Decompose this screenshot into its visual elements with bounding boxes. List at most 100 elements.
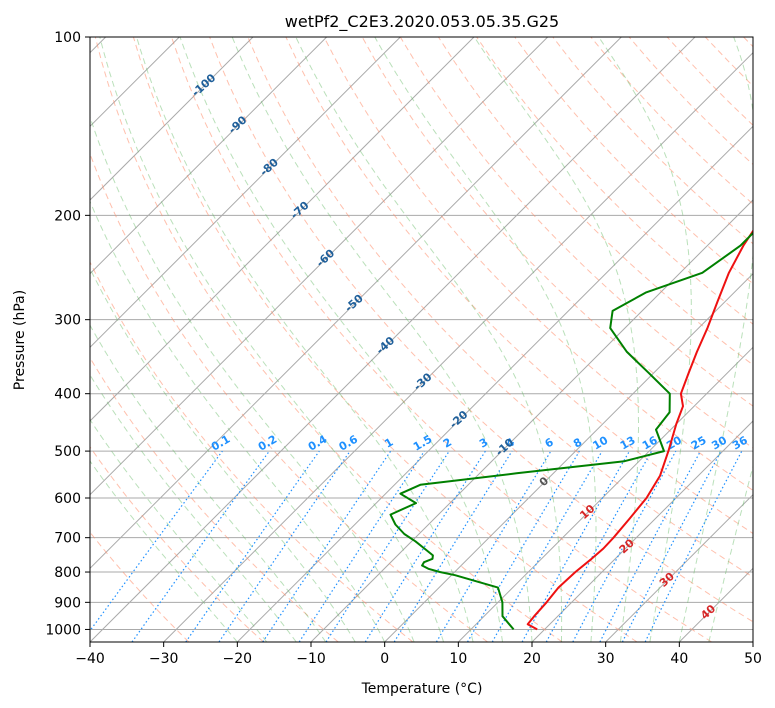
- dry-adiabat: [209, 37, 753, 623]
- isotherm-line: [678, 567, 753, 642]
- x-tick-label: 20: [523, 651, 541, 667]
- isotherm-label: -80: [257, 156, 281, 179]
- isotherm-label: 40: [698, 602, 718, 622]
- mixing-ratio-label: 0.2: [256, 433, 279, 454]
- y-axis-ticks: 100 200 300 400 500 600 700 800 900 1000: [45, 30, 90, 638]
- isotherm-label: -90: [226, 113, 250, 136]
- dry-adiabat: [132, 37, 638, 642]
- isotherm-line: [163, 51, 753, 642]
- moist-adiabat: [473, 37, 639, 642]
- dry-adiabat: [666, 37, 753, 126]
- moist-adiabat: [90, 418, 268, 642]
- isotherm-line: [90, 37, 622, 570]
- dry-adiabat: [90, 356, 339, 642]
- isotherm-line: [457, 346, 753, 642]
- y-tick-label: 1000: [45, 622, 81, 638]
- isotherm-label: -30: [411, 370, 435, 393]
- chart-title: wetPf2_C2E3.2020.053.05.35.G25: [285, 12, 559, 32]
- mixing-ratio-line: [90, 450, 223, 632]
- moist-adiabat: [708, 464, 753, 642]
- x-tick-label: −10: [296, 651, 326, 667]
- dewpoint-line: [389, 231, 753, 631]
- isotherm-label: 10: [577, 502, 597, 522]
- x-tick-label: 10: [449, 651, 467, 667]
- dry-adiabat: [437, 37, 753, 366]
- mixing-ratio-line: [262, 450, 392, 642]
- isotherm-label: -40: [374, 334, 398, 357]
- moist-adiabat: [295, 37, 563, 642]
- mixing-ratio-line: [466, 450, 580, 642]
- mixing-ratio-line: [325, 450, 450, 642]
- moist-adiabat: [598, 37, 692, 642]
- moist-adiabat: [90, 267, 356, 642]
- moist-adiabat: [231, 37, 533, 642]
- isotherm-line: [90, 37, 549, 496]
- dry-adiabat: [704, 37, 753, 87]
- mixing-ratio-line: [298, 450, 425, 642]
- isotherm-label: -60: [314, 246, 338, 269]
- mixing-ratio-label: 1.5: [411, 433, 434, 454]
- isotherm-label: 0: [537, 474, 552, 489]
- mixing-ratio-label: 10: [591, 433, 611, 452]
- isotherm-label: 30: [657, 570, 677, 590]
- mixing-ratio-label: 1: [382, 436, 395, 451]
- isotherm-line: [90, 37, 328, 275]
- x-tick-label: 30: [597, 651, 615, 667]
- isotherm-line: [90, 37, 401, 349]
- isotherm-label: -50: [342, 292, 366, 315]
- y-tick-label: 200: [54, 208, 81, 224]
- mixing-ratio-line: [572, 450, 677, 642]
- mixing-ratio-label: 6: [543, 435, 556, 450]
- dry-adiabat: [94, 37, 563, 642]
- moist-adiabat: [90, 373, 297, 642]
- isotherm-label: -10: [493, 436, 517, 459]
- isotherm-line: [90, 37, 696, 642]
- y-tick-label: 100: [54, 30, 81, 46]
- x-axis-ticks: −40 −30 −20 −10 0 10 20 30 40 50: [75, 642, 762, 667]
- dry-adiabat: [285, 37, 753, 535]
- y-tick-label: 300: [54, 313, 81, 329]
- mixing-ratio-label: 3: [477, 436, 490, 451]
- isotherm-line: [236, 125, 753, 642]
- isoline-labels: 0.1 0.2 0.4 0.6 1 1.5 2 3 4 6 8 10 13 16 20 25 30 36-100-…: [189, 71, 750, 622]
- moist-adiabat: [136, 37, 474, 642]
- isotherm-line: [310, 199, 753, 642]
- background-lines: [90, 37, 753, 642]
- y-tick-label: 800: [54, 565, 81, 581]
- y-axis-label: Pressure (hPa): [12, 290, 28, 390]
- dry-adiabat: [90, 152, 488, 642]
- x-tick-label: −40: [75, 651, 105, 667]
- mixing-ratio-label: 0.1: [209, 433, 232, 454]
- dry-adiabat: [323, 37, 753, 491]
- mixing-ratio-line: [131, 450, 270, 642]
- mixing-ratio-line: [599, 450, 702, 642]
- mixing-ratio-line: [393, 450, 513, 642]
- moist-adiabat: [374, 37, 597, 642]
- moist-adiabat: [99, 37, 445, 642]
- x-tick-label: 50: [744, 651, 762, 667]
- y-tick-label: 700: [54, 531, 81, 547]
- x-tick-label: 0: [380, 651, 389, 667]
- dry-adiabat: [247, 37, 753, 578]
- mixing-ratio-label: 0.4: [306, 432, 330, 453]
- dry-adiabat: [90, 446, 264, 642]
- mixing-ratio-line: [545, 450, 653, 642]
- isotherm-label: -20: [447, 408, 471, 431]
- moist-adiabat: [90, 115, 415, 642]
- mixing-ratio-label: 25: [689, 434, 709, 453]
- dry-adiabat: [514, 37, 753, 285]
- moist-adiabat: [678, 37, 753, 642]
- x-tick-label: −20: [223, 651, 253, 667]
- x-tick-label: 40: [670, 651, 688, 667]
- mixing-ratio-line: [185, 450, 320, 642]
- dry-adiabat: [90, 531, 190, 642]
- y-tick-label: 500: [54, 444, 81, 460]
- mixing-ratio-line: [521, 450, 631, 642]
- moist-adiabat: [90, 324, 327, 642]
- x-axis-label: Temperature (°C): [361, 681, 483, 697]
- mixing-ratio-label: 20: [664, 433, 684, 452]
- x-tick-label: −30: [149, 651, 179, 667]
- profile-lines: [389, 229, 753, 631]
- moist-adiabat: [90, 460, 238, 642]
